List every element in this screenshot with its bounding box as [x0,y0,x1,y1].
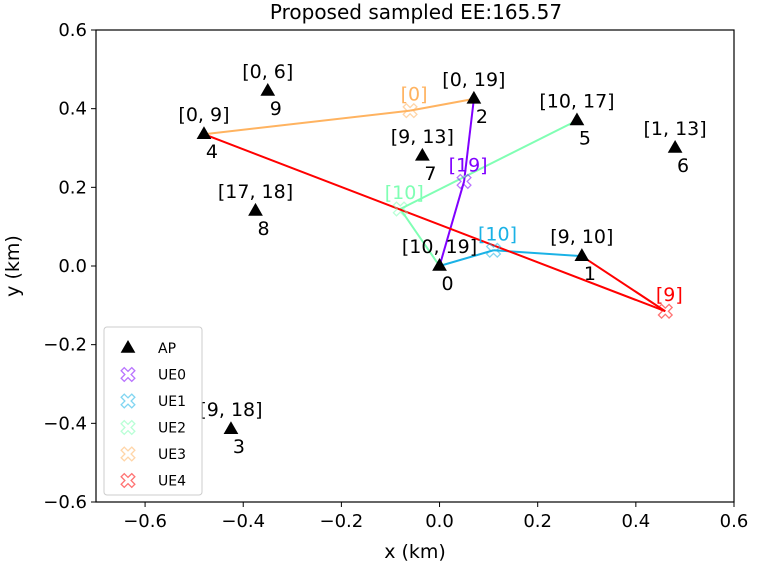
ue-marker-2 [392,201,409,217]
legend-label: UE2 [158,421,186,437]
legend-marker-ue0 [120,366,136,383]
ap-channel-label: [10, 17] [539,90,614,112]
ue-marker-0 [456,173,472,190]
link-lines [203,97,666,313]
ue-channel-label: [10] [478,223,517,245]
x-tick-label: −0.2 [320,511,364,532]
link-line-ue3 [203,109,411,136]
legend-marker-ue2 [120,419,136,436]
ap-marker-7 [415,147,430,161]
y-tick-label: 0.2 [58,177,87,198]
ue-channel-label: [19] [449,154,488,176]
ap-marker-4 [196,126,212,140]
x-tick-label: 0.4 [622,511,651,532]
legend-label: UE3 [158,447,186,463]
ap-channel-label: [17, 18] [218,181,293,203]
ap-marker-9 [260,82,276,96]
ap-marker-2 [466,90,482,104]
x-axis-label: x (km) [384,541,446,563]
ap-id-label: 3 [233,436,245,458]
ap-id-label: 2 [476,106,488,128]
link-line-ue2 [399,119,578,210]
ap-id-label: 0 [441,273,453,295]
y-tick-label: −0.2 [43,335,87,356]
ap-marker-0 [432,258,447,271]
ap-marker-3 [223,421,239,435]
y-axis-label: y (km) [2,235,24,297]
ap-id-label: 9 [270,98,282,120]
y-tick-label: 0.6 [58,20,87,41]
axis-ticks: −0.6 −0.4 −0.2 0.0 0.2 0.4 0.6 −0.6 −0.4 −0.2 0.0 0… [43,20,748,532]
x-tick-label: 0.0 [425,511,454,532]
legend-label: UE4 [158,474,186,490]
ue-marker-1 [485,242,502,259]
link-line-ue0 [438,181,466,267]
ue-channel-label: [9] [656,284,683,306]
legend-marker-ue1 [120,393,136,409]
y-tick-label: −0.6 [43,492,87,513]
ap-id-label: 7 [424,163,436,185]
point-labels: 0 [10, 19] 1 [9, 10] 2 [0, 19] 3 [9, 18] 4 [0, 9]… [178,61,706,458]
legend: AP UE0 UE1 UE2 UE3 UE4 [103,326,203,496]
legend-label: AP [158,341,176,357]
legend-box [103,326,203,496]
ap-id-label: 6 [677,155,689,177]
ap-channel-label: [0, 6] [242,61,293,83]
ap-channel-label: [9, 13] [391,126,454,148]
link-line-ue2 [399,208,441,267]
ap-channel-label: [0, 19] [442,69,505,91]
chart-title: Proposed sampled EE:165.57 [270,0,562,24]
x-tick-label: −0.6 [123,511,167,532]
y-tick-label: 0.4 [58,99,87,120]
ap-marker-6 [667,140,683,153]
ap-id-label: 5 [579,127,591,149]
ap-id-label: 1 [584,263,596,285]
legend-marker-ue3 [120,446,136,462]
markers [196,82,683,435]
ue-channel-label: [0] [401,84,428,106]
ap-channel-label: [9, 10] [550,226,613,248]
x-tick-label: 0.2 [523,511,552,532]
ap-marker-1 [574,248,590,261]
legend-marker-ap [120,340,136,353]
ap-channel-label: [0, 9] [178,104,229,126]
x-tick-label: −0.4 [221,511,265,532]
ap-channel-label: [1, 13] [644,118,707,140]
legend-marker-ue4 [120,472,136,489]
ap-marker-8 [248,202,263,216]
link-line-ue4 [581,255,666,313]
link-line-ue0 [463,98,475,182]
link-line-ue1 [439,249,494,267]
ue-marker-4 [657,303,674,320]
ap-marker-5 [569,112,585,126]
x-tick-label: 0.6 [720,511,749,532]
legend-label: UE1 [158,394,186,410]
ap-id-label: 8 [257,218,269,240]
ue-marker-3 [402,102,418,119]
link-line-ue4 [203,133,666,313]
y-tick-label: −0.4 [43,413,87,434]
ap-channel-label: [10, 19] [402,236,477,258]
legend-label: UE0 [158,368,186,384]
y-tick-label: 0.0 [58,256,87,277]
ap-id-label: 4 [206,141,218,163]
ue-channel-label: [10] [385,182,424,204]
ap-channel-label: [9, 18] [199,399,262,421]
link-line-ue3 [409,97,475,112]
